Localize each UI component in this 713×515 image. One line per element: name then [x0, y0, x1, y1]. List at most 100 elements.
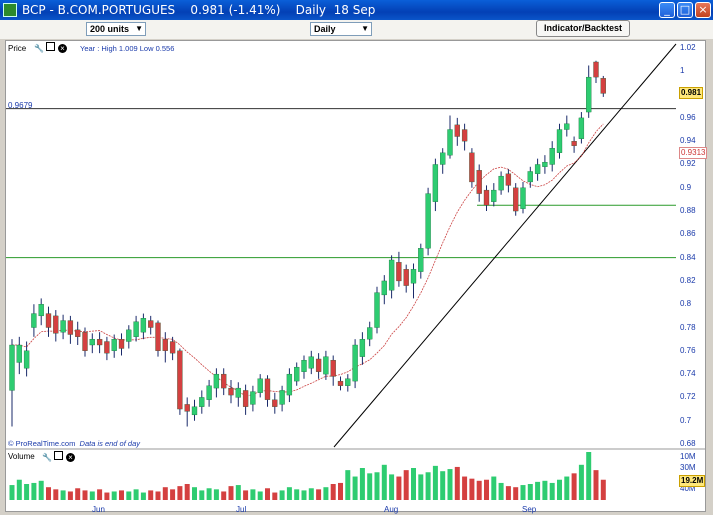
candle-body — [89, 339, 95, 346]
volume-bar — [250, 489, 256, 500]
window-title: BCP - B.COM.PORTUGUES 0.981 (-1.41%) Dai… — [22, 3, 376, 17]
volume-bar — [9, 485, 15, 500]
candle-body — [542, 161, 548, 167]
volume-bar — [301, 490, 307, 500]
volume-bar — [600, 479, 606, 500]
volume-bar — [484, 479, 489, 500]
candle-body — [206, 385, 212, 400]
volume-bar — [316, 489, 322, 500]
price-tick-label: 1.02 — [680, 43, 696, 52]
candle-body — [294, 366, 300, 382]
price-tick-label: 0.96 — [680, 112, 696, 122]
volume-bar — [367, 473, 373, 500]
volume-bar — [111, 491, 117, 500]
volume-bar — [469, 478, 475, 500]
candle-body — [140, 318, 147, 333]
volume-bar — [513, 487, 519, 500]
title-bar[interactable]: BCP - B.COM.PORTUGUES 0.981 (-1.41%) Dai… — [0, 0, 713, 20]
wrench-icon[interactable]: 🔧 — [42, 453, 52, 462]
candle-body — [498, 175, 504, 191]
volume-bar — [345, 470, 351, 500]
price-panel-label: Price — [8, 44, 27, 53]
volume-bar — [82, 490, 88, 500]
volume-bar — [462, 476, 468, 500]
volume-bar — [571, 473, 577, 500]
candle-body — [410, 269, 417, 284]
volume-bar — [16, 479, 22, 500]
volume-bar — [323, 487, 329, 500]
candle-body — [177, 350, 183, 410]
toolbar: 200 units ▼ Daily ▼ — [0, 20, 713, 39]
candle-body — [483, 189, 490, 206]
candle-body — [556, 129, 563, 153]
volume-tick-label: 10M — [680, 452, 696, 462]
volume-bar — [38, 480, 44, 500]
candle-body — [513, 187, 519, 212]
window-icon[interactable] — [54, 451, 63, 460]
candle-body — [38, 304, 44, 317]
candle-body — [75, 329, 81, 337]
indicator-backtest-button[interactable]: Indicator/Backtest — [536, 20, 630, 37]
volume-bar — [425, 472, 431, 500]
price-tick-label: 0.82 — [680, 275, 696, 285]
candle-body — [367, 327, 373, 340]
volume-bar — [308, 488, 314, 500]
price-tick-label: 1 — [680, 66, 685, 76]
price-panel-tools: 🔧 × — [34, 42, 70, 53]
close-circle-icon[interactable]: × — [58, 44, 67, 53]
candle-body — [279, 390, 285, 405]
candle-body — [374, 292, 380, 328]
candle-body — [104, 341, 110, 354]
price-tick-label: 0.84 — [680, 252, 696, 262]
candle-body — [447, 129, 453, 156]
candle-body — [213, 373, 220, 389]
volume-bar — [476, 480, 482, 500]
candle-body — [242, 390, 249, 407]
candle-body — [315, 358, 322, 372]
volume-bar — [418, 474, 424, 500]
volume-bar — [67, 491, 73, 500]
volume-bar — [170, 489, 176, 500]
candle-body — [162, 339, 168, 351]
candle-body — [9, 344, 15, 391]
candle-body — [476, 170, 482, 194]
price-tick-label: 0.86 — [680, 229, 696, 239]
volume-bar — [60, 490, 66, 500]
wrench-icon[interactable]: 🔧 — [34, 44, 44, 53]
minimize-button[interactable]: _ — [659, 2, 675, 18]
volume-bar — [126, 491, 132, 500]
close-circle-icon[interactable]: × — [66, 453, 75, 462]
volume-bar — [330, 484, 336, 500]
year-high-low: Year : High 1.009 Low 0.556 — [80, 44, 175, 53]
candle-body — [403, 269, 409, 286]
candle-body — [359, 339, 366, 357]
window-icon[interactable] — [46, 42, 55, 51]
candle-body — [337, 380, 344, 386]
volume-bar — [97, 489, 103, 500]
volume-bar — [24, 484, 30, 500]
volume-bar — [177, 486, 183, 500]
volume-bar — [527, 484, 533, 500]
data-note: Data is end of day — [79, 439, 140, 448]
candle-body — [133, 321, 139, 337]
volume-bar — [228, 486, 234, 500]
volume-bar — [564, 476, 570, 500]
volume-bar — [403, 470, 409, 500]
volume-bar — [148, 490, 154, 500]
units-select[interactable]: 200 units ▼ — [86, 22, 146, 36]
candle-body — [388, 259, 395, 291]
source-text[interactable]: © ProRealTime.com — [8, 439, 76, 448]
candle-body — [549, 148, 555, 165]
x-tick-label: Aug — [384, 505, 399, 514]
candle-body — [308, 356, 314, 369]
close-button[interactable]: × — [695, 2, 711, 18]
period-select[interactable]: Daily ▼ — [310, 22, 372, 36]
candle-body — [534, 164, 541, 174]
price-tick-label: 0.94 — [680, 136, 696, 146]
chart-area[interactable] — [5, 40, 706, 512]
candle-body — [571, 141, 577, 146]
volume-bar — [31, 482, 37, 500]
maximize-button[interactable]: □ — [677, 2, 693, 18]
